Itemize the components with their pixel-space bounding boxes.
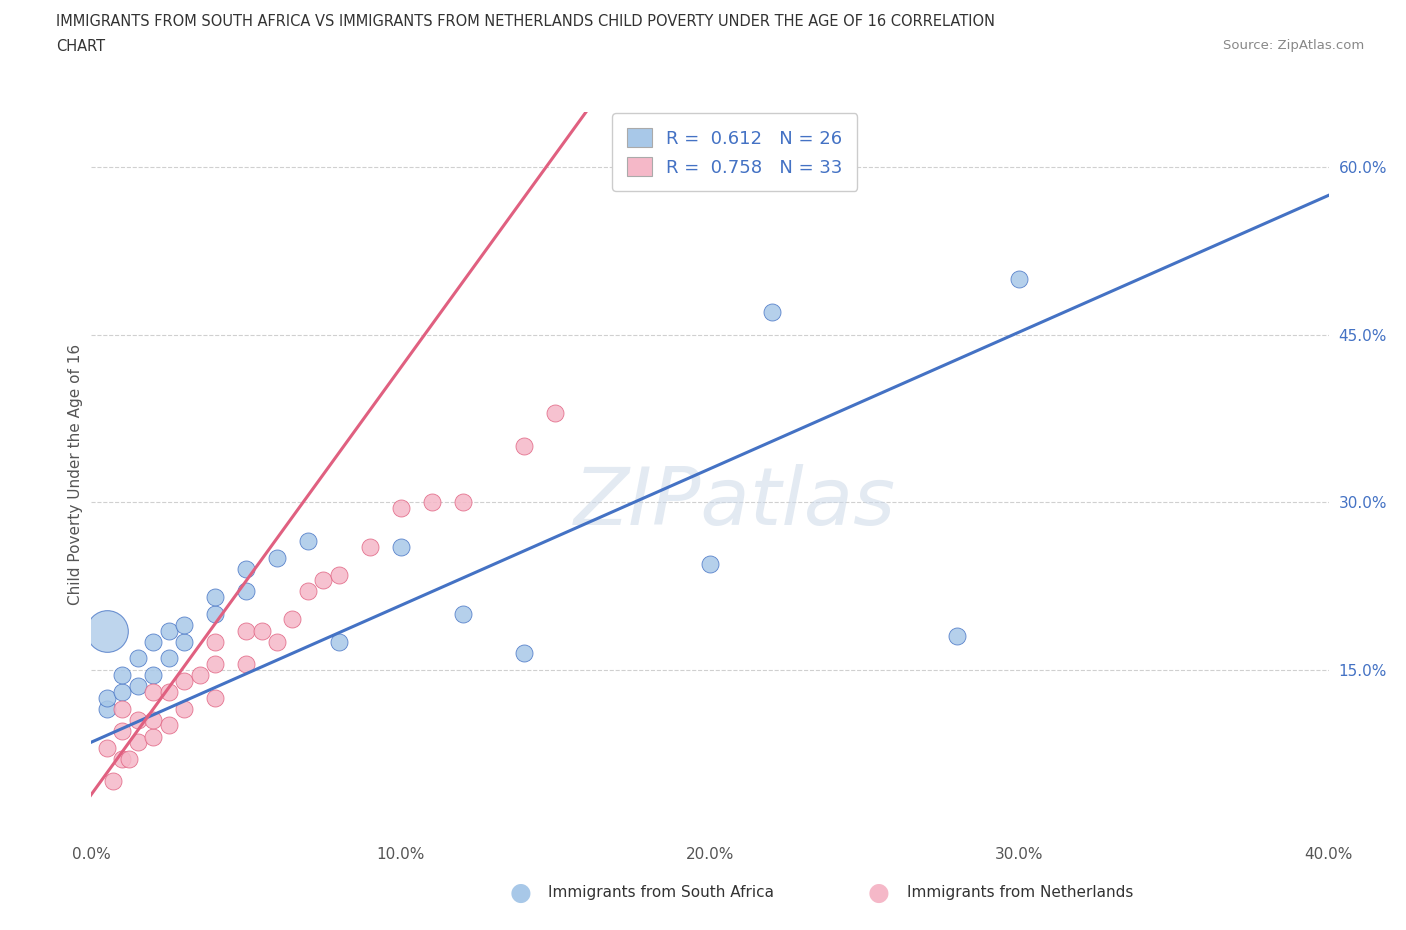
Point bbox=[312, 573, 335, 588]
Point bbox=[111, 751, 134, 766]
Point bbox=[266, 551, 288, 565]
Point bbox=[281, 612, 304, 627]
Point bbox=[250, 623, 273, 638]
Point bbox=[451, 606, 474, 621]
Point bbox=[173, 634, 195, 649]
Point bbox=[699, 556, 721, 571]
Point bbox=[142, 684, 165, 699]
Point bbox=[204, 590, 226, 604]
Point bbox=[513, 645, 536, 660]
Point bbox=[142, 712, 165, 727]
Point bbox=[389, 539, 412, 554]
Point bbox=[204, 634, 226, 649]
Point bbox=[235, 623, 257, 638]
Point bbox=[235, 584, 257, 599]
Legend: R =  0.612   N = 26, R =  0.758   N = 33: R = 0.612 N = 26, R = 0.758 N = 33 bbox=[612, 113, 858, 191]
Text: IMMIGRANTS FROM SOUTH AFRICA VS IMMIGRANTS FROM NETHERLANDS CHILD POVERTY UNDER : IMMIGRANTS FROM SOUTH AFRICA VS IMMIGRAN… bbox=[56, 14, 995, 29]
Point bbox=[111, 684, 134, 699]
Point bbox=[127, 735, 149, 750]
Point bbox=[188, 668, 211, 683]
Point bbox=[117, 751, 139, 766]
Point bbox=[420, 495, 443, 510]
Point bbox=[173, 673, 195, 688]
Point bbox=[389, 500, 412, 515]
Point bbox=[266, 634, 288, 649]
Text: ●: ● bbox=[509, 881, 531, 905]
Point bbox=[142, 668, 165, 683]
Point bbox=[127, 679, 149, 694]
Point bbox=[173, 701, 195, 716]
Point bbox=[111, 701, 134, 716]
Point bbox=[204, 690, 226, 705]
Point bbox=[157, 651, 180, 666]
Point bbox=[96, 623, 118, 638]
Point bbox=[946, 629, 969, 644]
Point bbox=[157, 684, 180, 699]
Text: Immigrants from Netherlands: Immigrants from Netherlands bbox=[907, 885, 1133, 900]
Point bbox=[157, 623, 180, 638]
Point bbox=[142, 634, 165, 649]
Point bbox=[127, 651, 149, 666]
Text: CHART: CHART bbox=[56, 39, 105, 54]
Point bbox=[204, 657, 226, 671]
Point bbox=[297, 584, 319, 599]
Point bbox=[157, 718, 180, 733]
Point bbox=[544, 405, 567, 420]
Point bbox=[142, 729, 165, 744]
Point bbox=[96, 690, 118, 705]
Text: Source: ZipAtlas.com: Source: ZipAtlas.com bbox=[1223, 39, 1364, 52]
Point bbox=[761, 305, 783, 320]
Point bbox=[513, 439, 536, 454]
Point bbox=[111, 724, 134, 738]
Point bbox=[1008, 272, 1031, 286]
Text: ●: ● bbox=[868, 881, 890, 905]
Point bbox=[328, 567, 350, 582]
Point bbox=[127, 712, 149, 727]
Y-axis label: Child Poverty Under the Age of 16: Child Poverty Under the Age of 16 bbox=[67, 344, 83, 604]
Text: ZIPatlas: ZIPatlas bbox=[574, 464, 896, 542]
Point bbox=[359, 539, 381, 554]
Point bbox=[235, 657, 257, 671]
Point bbox=[111, 668, 134, 683]
Point bbox=[101, 774, 124, 789]
Point bbox=[173, 618, 195, 632]
Point bbox=[451, 495, 474, 510]
Point bbox=[96, 701, 118, 716]
Point bbox=[297, 534, 319, 549]
Point bbox=[235, 562, 257, 577]
Text: Immigrants from South Africa: Immigrants from South Africa bbox=[548, 885, 775, 900]
Point bbox=[96, 740, 118, 755]
Point bbox=[328, 634, 350, 649]
Point bbox=[204, 606, 226, 621]
